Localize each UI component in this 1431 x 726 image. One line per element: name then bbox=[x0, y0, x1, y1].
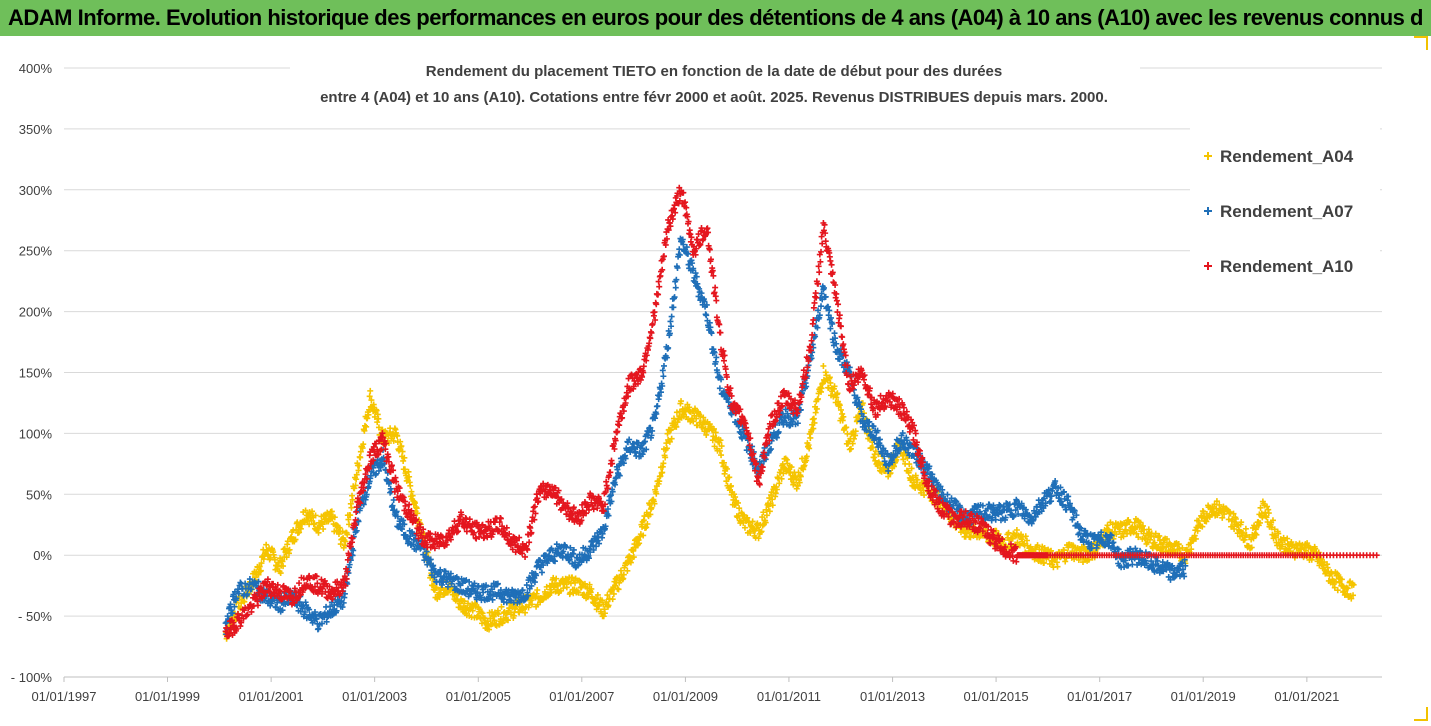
y-tick-label: 0% bbox=[33, 548, 52, 563]
y-tick-label: 50% bbox=[26, 487, 52, 502]
x-tick-label: 01/01/2021 bbox=[1274, 689, 1339, 704]
y-tick-label: - 100% bbox=[11, 670, 53, 685]
x-tick-label: 01/01/1999 bbox=[135, 689, 200, 704]
y-tick-label: 250% bbox=[19, 244, 53, 259]
y-tick-label: 300% bbox=[19, 183, 53, 198]
chart-area: - 100% - 50% 0% 50% 100% 150% 200% 250% 300% 350%… bbox=[0, 36, 1431, 721]
y-tick-label: 100% bbox=[19, 426, 53, 441]
y-tick-label: 150% bbox=[19, 366, 53, 381]
x-tick-label: 01/01/2015 bbox=[964, 689, 1029, 704]
x-tick-label: 01/01/2017 bbox=[1067, 689, 1132, 704]
x-tick-label: 01/01/1997 bbox=[31, 689, 96, 704]
x-tick-label: 01/01/2011 bbox=[757, 689, 821, 704]
y-tick-label: 400% bbox=[19, 61, 53, 76]
y-tick-label: 200% bbox=[19, 305, 53, 320]
x-tick-label: 01/01/2009 bbox=[653, 689, 718, 704]
report-title: ADAM Informe. Evolution historique des p… bbox=[8, 4, 1423, 32]
x-tick-label: 01/01/2007 bbox=[549, 689, 614, 704]
y-tick-label: - 50% bbox=[18, 609, 52, 624]
y-tick-label: 350% bbox=[19, 122, 53, 137]
header-banner: ADAM Informe. Evolution historique des p… bbox=[0, 0, 1431, 36]
x-tick-label: 01/01/2001 bbox=[239, 689, 304, 704]
x-tick-label: 01/01/2019 bbox=[1171, 689, 1236, 704]
x-tick-label: 01/01/2013 bbox=[860, 689, 925, 704]
x-tick-label: 01/01/2003 bbox=[342, 689, 407, 704]
scatter-chart: - 100% - 50% 0% 50% 100% 150% 200% 250% 300% 350%… bbox=[0, 36, 1431, 721]
x-tick-label: 01/01/2005 bbox=[446, 689, 511, 704]
